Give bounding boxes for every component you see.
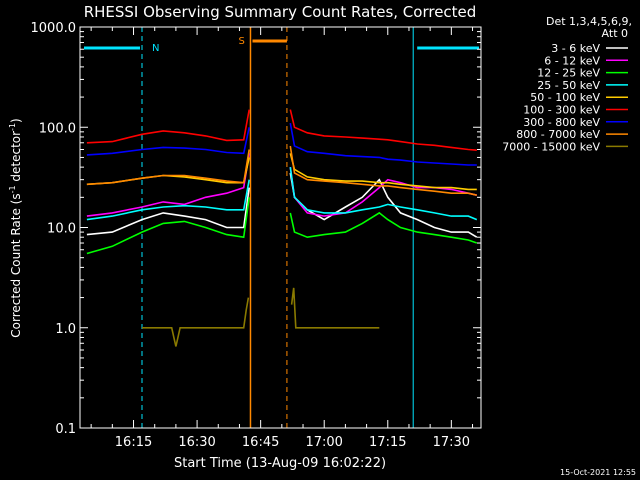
y-axis-label-mid: detector: [9, 131, 23, 186]
series-line-7: [86, 127, 250, 156]
y-tick-label: 0.1: [55, 422, 76, 437]
legend-label: 7000 - 15000 keV: [502, 140, 600, 153]
series-line-8: [289, 145, 477, 196]
legend-label: 800 - 7000 keV: [516, 128, 600, 141]
legend-label: 100 - 300 keV: [523, 104, 600, 117]
y-tick-label: 100.0: [39, 121, 76, 136]
x-tick-label: 17:15: [369, 435, 406, 450]
legend-title: Det 1,3,4,5,6,9,: [546, 15, 632, 28]
series-line-4: [289, 166, 478, 221]
y-axis-label-sup2: -1: [8, 123, 17, 131]
series-line-1: [289, 172, 478, 238]
series-line-6: [86, 109, 250, 144]
series-line-3: [86, 197, 250, 255]
saa-label: S: [238, 36, 244, 47]
night-label: N: [152, 43, 159, 54]
legend-subtitle: Att 0: [602, 27, 628, 40]
series-line-7: [289, 122, 477, 166]
legend-label: 50 - 100 keV: [530, 91, 600, 104]
series-line-1: [86, 187, 250, 236]
series-line-4: [86, 179, 250, 221]
y-axis-label-sup1: -1: [8, 185, 17, 193]
x-tick-label: 16:15: [115, 435, 152, 450]
legend-label: 25 - 50 keV: [537, 79, 600, 92]
x-tick-label: 17:30: [433, 435, 470, 450]
series-line-8: [86, 149, 250, 186]
y-axis-label-end: ): [9, 118, 23, 123]
legend-label: 300 - 800 keV: [523, 116, 600, 129]
x-tick-label: 16:30: [178, 435, 215, 450]
series-line-3: [289, 211, 478, 244]
chart-title: RHESSI Observing Summary Count Rates, Co…: [84, 3, 477, 21]
y-axis-label-main: Corrected Count Rate (s: [9, 193, 23, 337]
legend-label: 3 - 6 keV: [551, 42, 600, 55]
series-line-5: [289, 153, 477, 191]
legend-label: 12 - 25 keV: [537, 67, 600, 80]
y-axis-label: Corrected Count Rate (s-1 detector-1): [8, 118, 23, 337]
x-tick-label: 16:45: [242, 435, 279, 450]
legend-label: 6 - 12 keV: [544, 54, 600, 67]
series-line-9: [290, 287, 380, 329]
timestamp: 15-Oct-2021 12:55: [560, 468, 636, 477]
series-line-9: [142, 297, 250, 347]
x-tick-label: 17:00: [305, 435, 342, 450]
x-axis-label: Start Time (13-Aug-09 16:02:22): [174, 456, 386, 471]
series-line-2: [86, 153, 250, 217]
y-tick-label: 1000.0: [31, 21, 77, 36]
series-line-6: [289, 109, 477, 151]
y-tick-label: 1.0: [55, 322, 76, 337]
y-tick-label: 10.0: [47, 222, 76, 237]
series-line-2: [289, 166, 477, 217]
